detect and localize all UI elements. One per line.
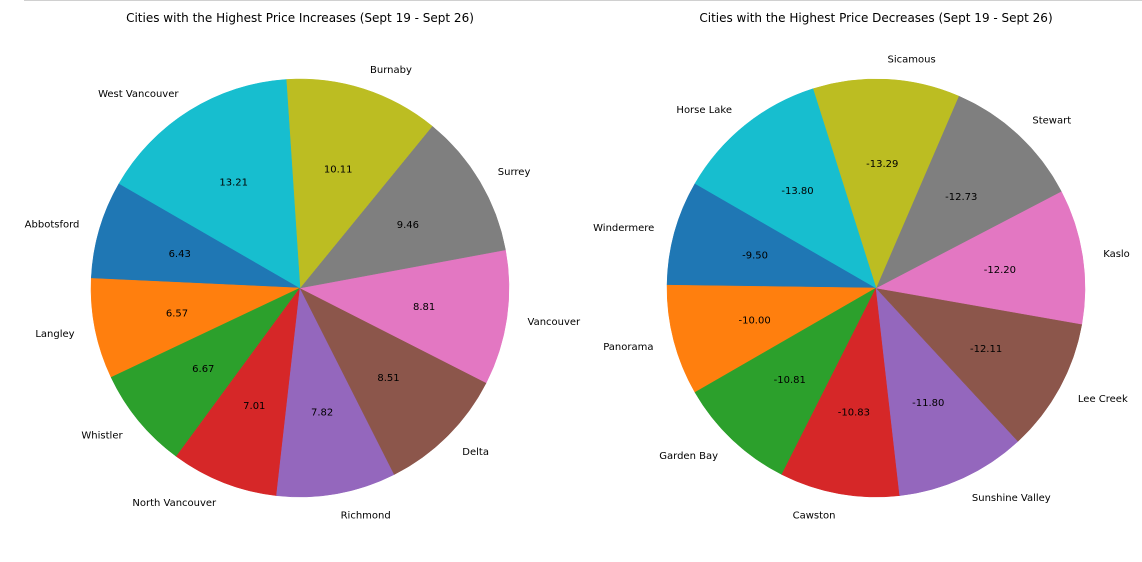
slice-value-panorama: -10.00 [738, 316, 770, 327]
pie-slice-cawston [781, 287, 900, 498]
pie-slice-stewart [875, 95, 1062, 289]
slice-label-sunshine-valley: Sunshine Valley [972, 493, 1051, 504]
pie-slice-north-vancouver [175, 287, 301, 496]
price-increases-pie-chart: Cities with the Highest Price Increases … [25, 11, 581, 521]
slice-label-sicamous: Sicamous [888, 54, 936, 65]
slice-value-west-vancouver: 13.21 [219, 178, 248, 189]
pie-slice-vancouver [299, 249, 510, 384]
slice-value-burnaby: 10.11 [324, 165, 353, 176]
slice-value-garden-bay: -10.81 [774, 375, 806, 386]
slice-label-burnaby: Burnaby [370, 65, 412, 76]
slice-value-sunshine-valley: -11.80 [912, 398, 944, 409]
pie-slice-richmond [276, 287, 395, 498]
slice-label-richmond: Richmond [341, 510, 391, 521]
slice-value-surrey: 9.46 [397, 220, 419, 231]
slice-value-lee-creek: -12.11 [970, 344, 1002, 355]
pie-slice-panorama [666, 284, 877, 393]
slice-value-horse-lake: -13.80 [781, 186, 813, 197]
pie-slice-sunshine-valley [875, 287, 1019, 496]
price-decreases-pie-chart: Cities with the Highest Price Decreases … [593, 11, 1130, 521]
slice-label-lee-creek: Lee Creek [1078, 394, 1128, 405]
slice-value-sicamous: -13.29 [866, 159, 898, 170]
pie-slice-whistler [110, 287, 301, 457]
slice-value-stewart: -12.73 [945, 192, 977, 203]
pie-slice-kaslo [875, 190, 1086, 325]
slice-value-north-vancouver: 7.01 [243, 401, 265, 412]
slice-label-west-vancouver: West Vancouver [98, 89, 179, 100]
slice-value-vancouver: 8.81 [413, 302, 435, 313]
slice-value-richmond: 7.82 [311, 407, 333, 418]
slice-value-windermere: -9.50 [742, 251, 768, 262]
slice-label-langley: Langley [35, 329, 74, 340]
pie-slice-west-vancouver [118, 79, 301, 289]
pie-slice-lee-creek [875, 287, 1083, 442]
pie-slice-horse-lake [694, 88, 877, 289]
slice-label-horse-lake: Horse Lake [676, 105, 732, 116]
slice-label-cawston: Cawston [793, 510, 836, 521]
pie-slice-burnaby [285, 78, 433, 289]
chart-title: Cities with the Highest Price Increases … [126, 11, 474, 25]
pie-slice-windermere [666, 183, 877, 289]
slice-label-vancouver: Vancouver [528, 317, 582, 328]
pie-slice-sicamous [812, 78, 960, 289]
pie-slice-surrey [299, 125, 506, 289]
pie-slice-abbotsford [90, 183, 301, 289]
slice-label-surrey: Surrey [498, 167, 531, 178]
slice-label-garden-bay: Garden Bay [659, 451, 718, 462]
slice-value-kaslo: -12.20 [984, 265, 1016, 276]
slice-label-delta: Delta [462, 447, 489, 458]
slice-label-whistler: Whistler [81, 430, 123, 441]
chart-title: Cities with the Highest Price Decreases … [699, 11, 1052, 25]
slice-value-whistler: 6.67 [192, 364, 214, 375]
slice-label-windermere: Windermere [593, 223, 654, 234]
top-border-line [24, 0, 1142, 1]
slice-label-stewart: Stewart [1032, 116, 1071, 127]
slice-value-abbotsford: 6.43 [169, 249, 191, 260]
slice-value-cawston: -10.83 [838, 407, 870, 418]
pie-slice-garden-bay [694, 287, 877, 475]
pie-slice-delta [299, 287, 487, 475]
slice-label-panorama: Panorama [603, 342, 653, 353]
slice-label-kaslo: Kaslo [1103, 249, 1130, 260]
slice-label-north-vancouver: North Vancouver [132, 498, 217, 509]
slice-label-abbotsford: Abbotsford [25, 219, 80, 230]
pie-slice-langley [90, 278, 301, 378]
slice-value-langley: 6.57 [166, 309, 188, 320]
slice-value-delta: 8.51 [377, 373, 399, 384]
